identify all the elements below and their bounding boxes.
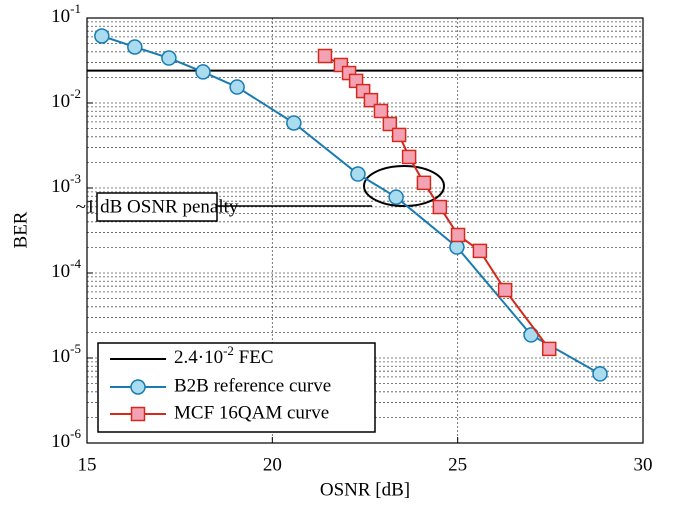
x-tick-label: 25: [448, 454, 467, 475]
y-tick-label: 10-6: [51, 426, 81, 452]
y-tick-exponent: -3: [70, 171, 81, 186]
data-marker: [94, 28, 110, 44]
legend-marker: [130, 379, 146, 395]
legend-label: MCF 16QAM curve: [174, 402, 329, 423]
data-marker: [497, 282, 513, 298]
data-marker: [472, 243, 488, 259]
legend-marker: [130, 406, 146, 422]
x-tick-label: 15: [78, 454, 97, 475]
data-marker: [401, 149, 417, 165]
y-tick-exponent: -1: [70, 1, 81, 16]
data-marker: [161, 50, 177, 66]
legend-label-exponent: -2: [223, 343, 234, 358]
data-marker: [350, 166, 366, 182]
y-tick-exponent: -2: [70, 86, 81, 101]
x-tick-label: 30: [634, 454, 653, 475]
plot-frame: [86, 17, 644, 444]
annotation-box: [96, 192, 218, 222]
data-marker: [195, 64, 211, 80]
x-tick-label: 20: [263, 454, 282, 475]
y-tick-label: 10-1: [51, 1, 81, 27]
legend-marker-shape: [130, 379, 146, 395]
data-marker: [382, 116, 398, 132]
x-axis-label: OSNR [dB]: [320, 479, 410, 500]
data-marker: [416, 175, 432, 191]
y-tick-base: 10: [51, 91, 70, 112]
legend-label-base: 2.4·10: [174, 347, 223, 368]
y-axis-label: BER: [10, 211, 31, 248]
legend-label-suffix: FEC: [234, 347, 274, 368]
annotation-text: ~1 dB OSNR penalty: [76, 196, 239, 217]
data-marker: [127, 39, 143, 55]
y-tick-label: 10-5: [51, 341, 81, 367]
y-tick-exponent: -4: [70, 256, 81, 271]
y-tick-base: 10: [51, 261, 70, 282]
data-marker: [373, 103, 389, 119]
y-tick-base: 10: [51, 176, 70, 197]
data-marker: [450, 227, 466, 243]
y-tick-base: 10: [51, 346, 70, 367]
y-tick-label: 10-4: [51, 256, 81, 282]
data-marker: [432, 199, 448, 215]
annotation-ellipse: [363, 165, 445, 207]
y-tick-exponent: -5: [70, 341, 81, 356]
y-tick-base: 10: [51, 431, 70, 452]
data-marker: [363, 92, 379, 108]
y-tick-label: 10-2: [51, 86, 81, 112]
legend-marker-shape: [130, 406, 146, 422]
data-marker: [317, 48, 333, 64]
y-tick-label: 10-3: [51, 171, 81, 197]
data-marker: [391, 127, 407, 143]
data-marker: [229, 79, 245, 95]
data-marker: [592, 366, 608, 382]
legend-label: B2B reference curve: [174, 375, 331, 396]
legend-label: 2.4·10-2 FEC: [174, 343, 274, 368]
data-marker: [286, 115, 302, 131]
y-tick-base: 10: [51, 6, 70, 27]
data-marker: [541, 341, 557, 357]
y-tick-exponent: -6: [70, 426, 81, 441]
data-marker: [388, 189, 404, 205]
